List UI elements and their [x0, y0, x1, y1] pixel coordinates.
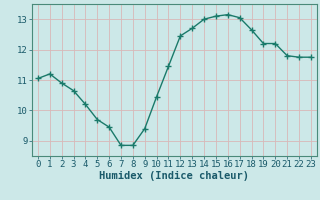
X-axis label: Humidex (Indice chaleur): Humidex (Indice chaleur): [100, 171, 249, 181]
